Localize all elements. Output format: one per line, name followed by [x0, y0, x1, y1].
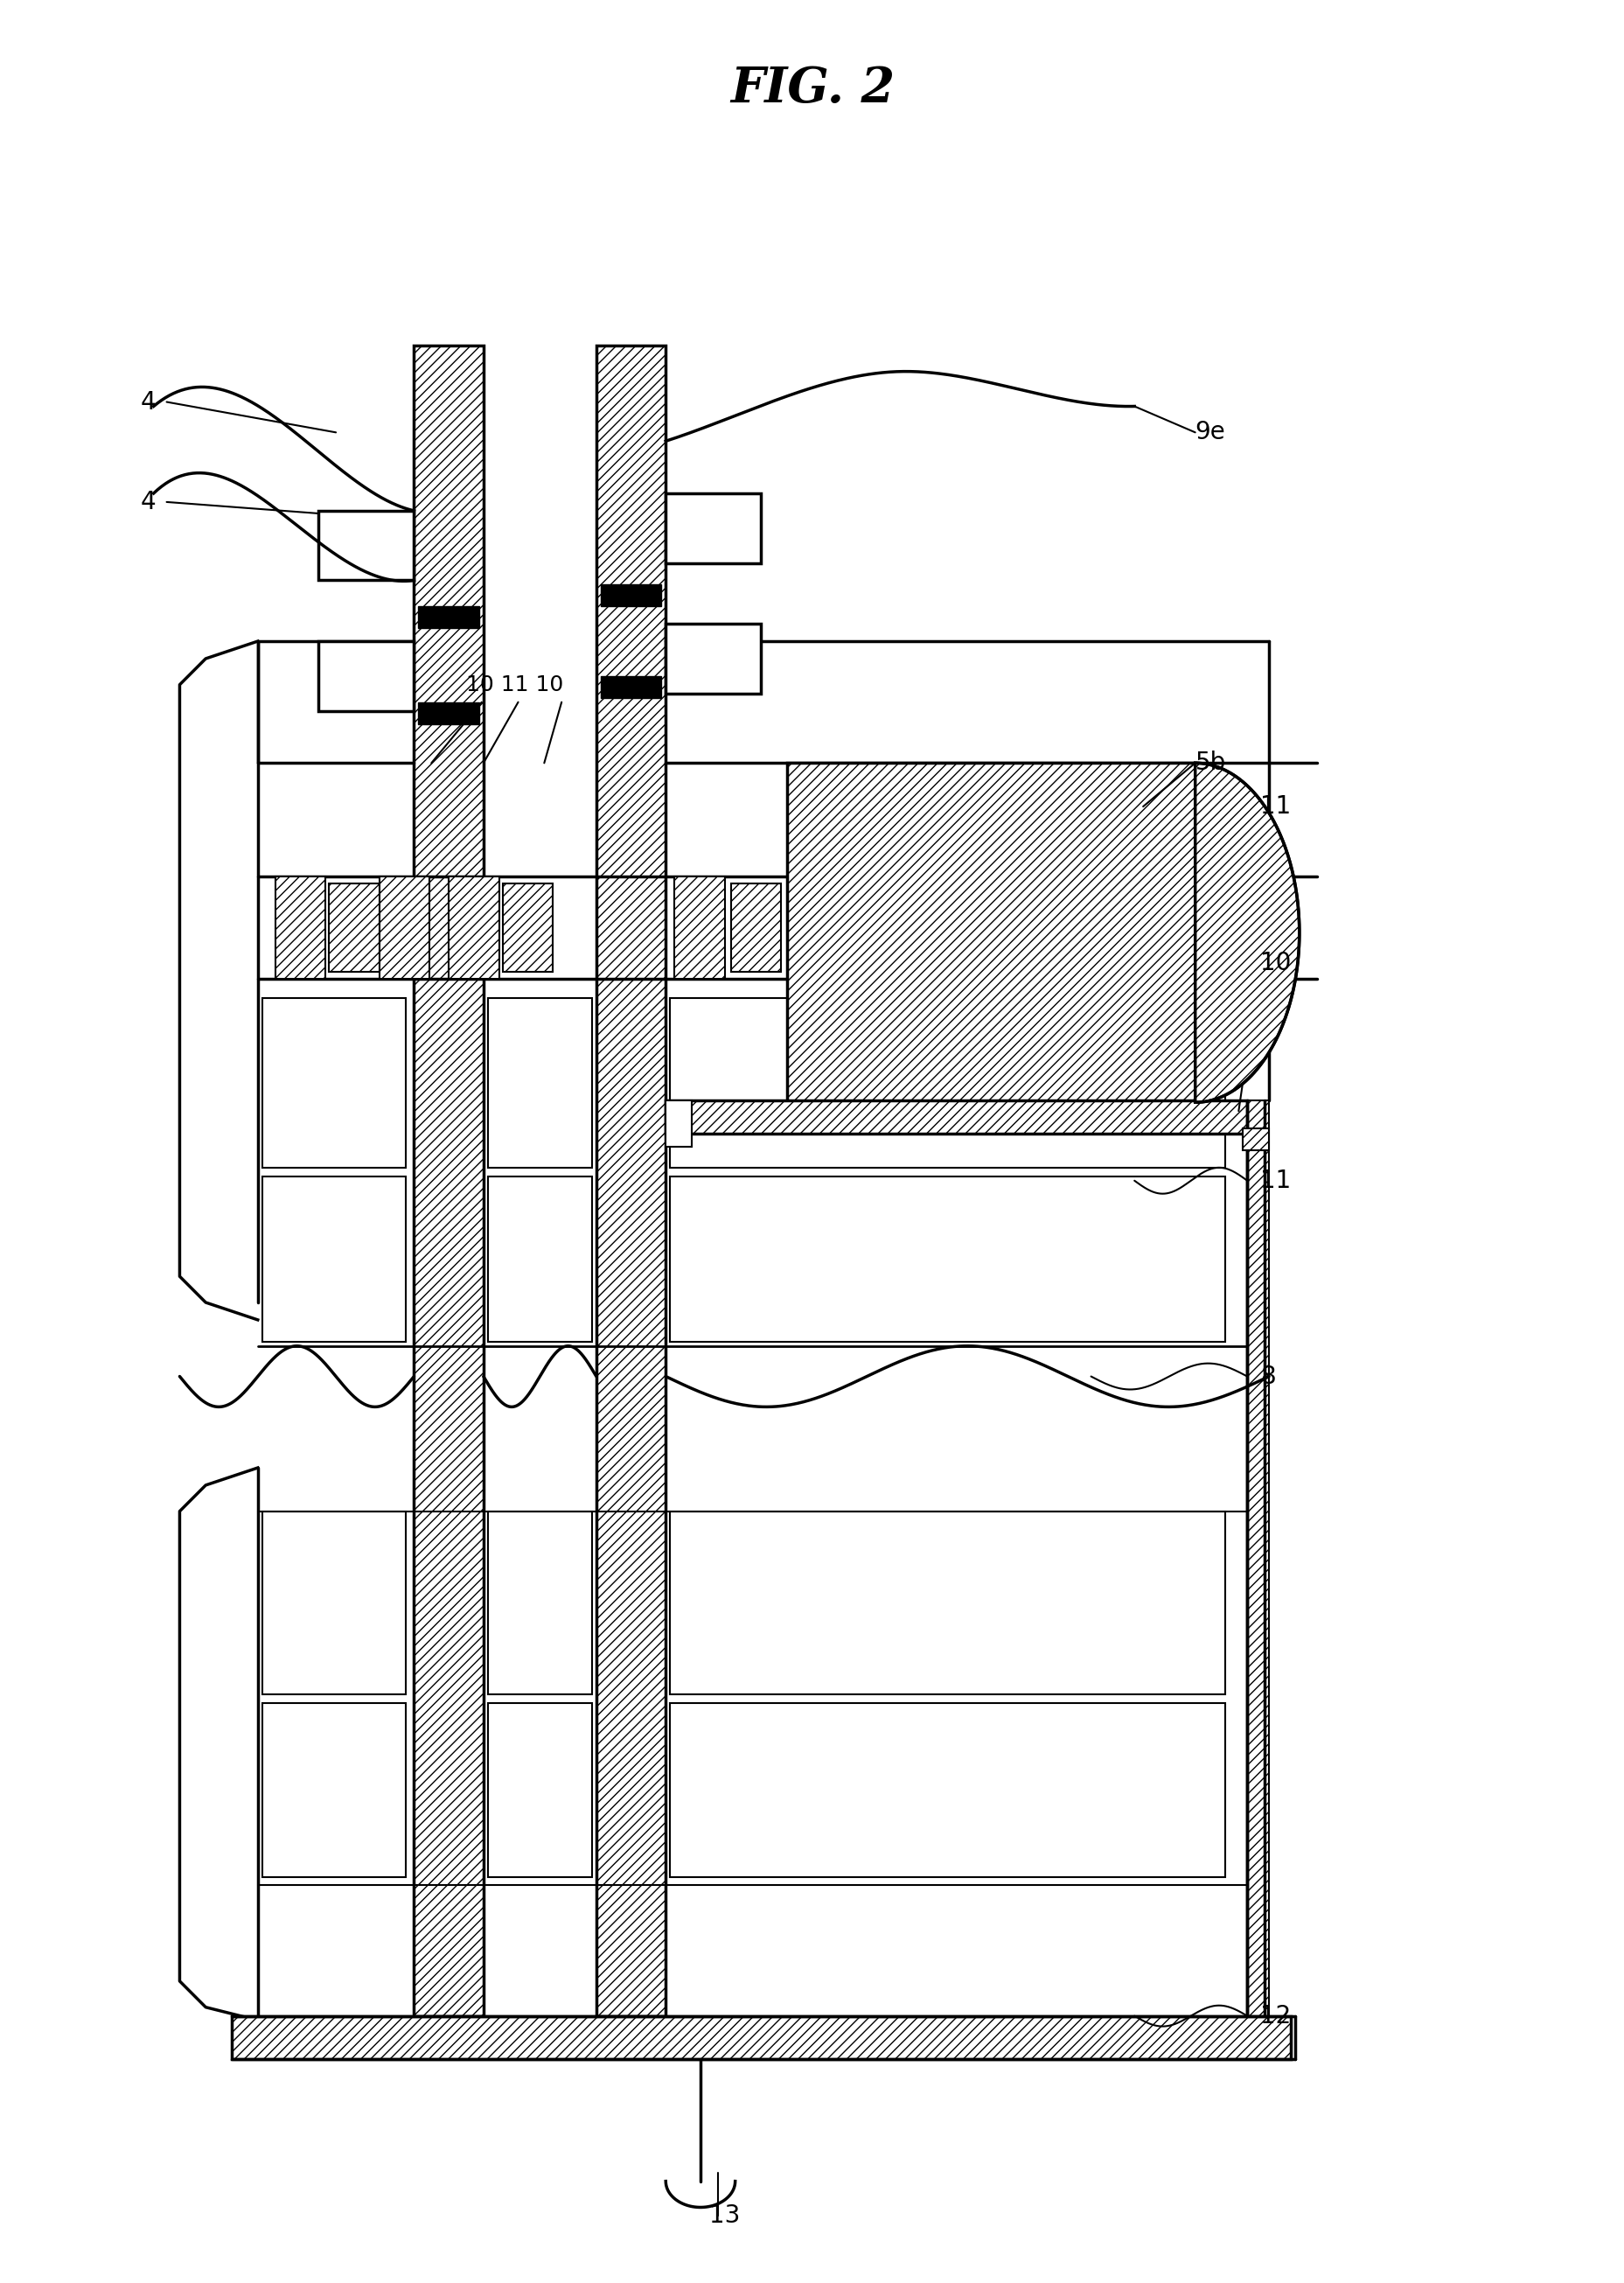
- Bar: [666, 1100, 1247, 1135]
- Bar: [378, 877, 429, 979]
- Bar: [448, 877, 499, 979]
- Bar: [674, 877, 724, 979]
- Bar: [261, 998, 404, 1167]
- Bar: [487, 1511, 591, 1694]
- Bar: [601, 584, 661, 607]
- Bar: [414, 345, 484, 2016]
- Bar: [666, 623, 760, 694]
- Bar: [417, 703, 479, 724]
- Bar: [417, 607, 479, 628]
- Bar: [487, 998, 591, 1167]
- Text: 4: 4: [141, 390, 156, 413]
- Bar: [1247, 1100, 1268, 2016]
- Bar: [669, 1703, 1224, 1877]
- Bar: [666, 493, 760, 564]
- Text: 13: 13: [708, 2203, 739, 2228]
- Bar: [487, 1176, 591, 1342]
- Text: 10 11 10: 10 11 10: [466, 673, 564, 696]
- Bar: [669, 998, 1224, 1167]
- Bar: [274, 877, 325, 979]
- Bar: [261, 1176, 404, 1342]
- Bar: [502, 884, 552, 973]
- Text: 9e: 9e: [1195, 420, 1224, 445]
- Bar: [669, 1176, 1224, 1342]
- Bar: [318, 642, 414, 710]
- Text: 11: 11: [1260, 1169, 1291, 1194]
- Bar: [487, 1703, 591, 1877]
- Bar: [788, 763, 1195, 1103]
- Text: 4: 4: [141, 491, 156, 514]
- Text: 8: 8: [1260, 1365, 1275, 1388]
- Text: 5b: 5b: [1195, 751, 1226, 776]
- Bar: [318, 511, 414, 580]
- Bar: [1242, 1128, 1268, 1151]
- Bar: [232, 2016, 1289, 2059]
- Bar: [601, 676, 661, 699]
- Bar: [731, 884, 781, 973]
- Text: 12: 12: [1260, 2004, 1291, 2027]
- Bar: [666, 1100, 692, 1146]
- Bar: [261, 1511, 404, 1694]
- Text: 11: 11: [1260, 794, 1291, 820]
- Text: FIG. 2: FIG. 2: [729, 64, 895, 112]
- Text: 10: 10: [1260, 952, 1291, 975]
- Bar: [596, 345, 666, 2016]
- Bar: [328, 884, 378, 973]
- Polygon shape: [1195, 763, 1299, 1103]
- Bar: [669, 1511, 1224, 1694]
- Bar: [261, 1703, 404, 1877]
